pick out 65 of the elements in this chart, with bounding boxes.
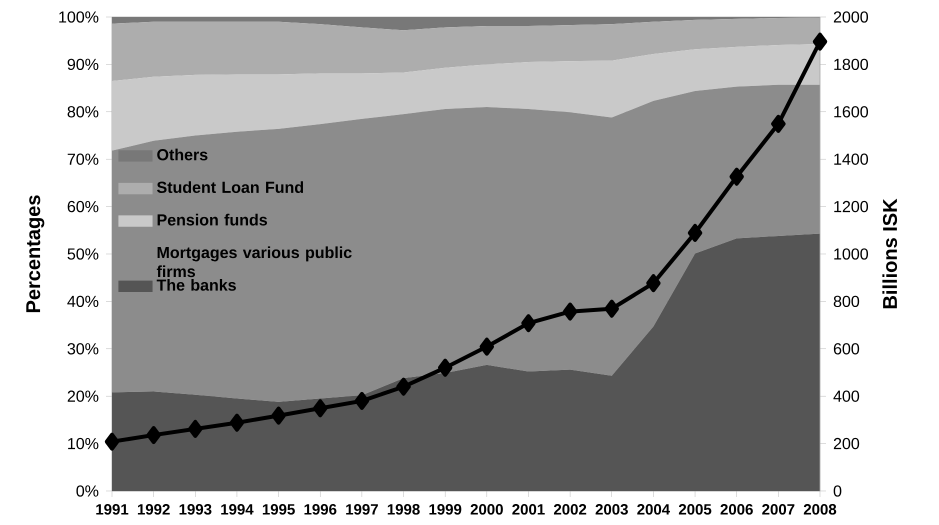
y-tick-label: 80%	[68, 106, 98, 118]
point	[521, 314, 536, 332]
point	[646, 274, 661, 292]
y-tick-label: 100%	[59, 11, 98, 23]
legend-label: Pension funds	[158, 214, 268, 226]
x-tick-label: 1993	[180, 504, 212, 515]
x-tick-label: 2004	[637, 504, 670, 515]
y2-tick-label: 1800	[834, 58, 868, 70]
legend-label: The banks	[156, 278, 236, 291]
x-tick-label: 2006	[720, 504, 753, 515]
x-tick-label: 1999	[429, 504, 462, 515]
point	[188, 420, 203, 438]
y-tick-label: 10%	[68, 438, 98, 450]
x-tick-label: 2005	[678, 504, 712, 515]
series-label: Mortgages various public firms	[156, 246, 352, 278]
y2-axis-title: Billions ISK	[882, 198, 898, 308]
y2-tick-label: 2000	[834, 11, 868, 23]
y-tick-label: 70%	[68, 154, 98, 165]
point	[729, 168, 744, 186]
x-tick-label: 2008	[804, 504, 836, 515]
y2-tick-label: 1600	[834, 106, 868, 118]
x-tick-label: 1995	[262, 504, 295, 515]
y2-tick-label: 1200	[834, 200, 868, 212]
point	[688, 224, 702, 242]
y2-tick-label: 1400	[834, 154, 868, 165]
point	[271, 406, 286, 425]
y-tick-label: 40%	[67, 296, 98, 308]
y-tick-label: 60%	[68, 200, 98, 212]
y-tick-label: 30%	[68, 343, 98, 354]
x-tick-label: 2000	[470, 504, 503, 515]
y-tick-label: 50%	[68, 248, 98, 260]
point	[438, 358, 452, 377]
y2-tick-label: 200	[834, 438, 860, 450]
x-tick-label: 1998	[388, 504, 420, 515]
x-tick-label: 2002	[554, 504, 586, 515]
y-tick-label: 20%	[68, 390, 98, 402]
point	[396, 378, 411, 396]
y2-tick-label: 0	[834, 485, 842, 497]
y2-tick-label: 1000	[834, 248, 868, 260]
point	[230, 414, 244, 432]
x-tick-label: 2003	[596, 504, 628, 515]
y2-tick-label: 600	[834, 343, 860, 354]
point	[312, 399, 328, 418]
x-tick-label: 2001	[512, 504, 545, 515]
y2-tick-label: 400	[833, 390, 860, 402]
x-tick-label: 1994	[221, 504, 254, 515]
point	[354, 392, 370, 410]
y-axis-title: Percentages	[26, 195, 44, 312]
x-tick-label: 1996	[304, 504, 336, 515]
point	[771, 114, 786, 133]
y-tick-label: 0%	[76, 485, 98, 497]
y2-tick-label: 800	[834, 296, 860, 308]
point	[480, 338, 494, 356]
point	[812, 32, 828, 51]
x-tick-label: 2007	[762, 504, 794, 515]
x-tick-label: 1997	[346, 504, 378, 515]
point	[104, 432, 120, 451]
point	[604, 300, 620, 318]
legend-label: Others	[157, 148, 208, 160]
point	[562, 302, 578, 321]
x-tick-label: 1991	[96, 504, 128, 515]
y-tick-label: 90%	[68, 58, 98, 70]
legend-label: Student Loan Fund	[157, 181, 304, 193]
point	[146, 426, 161, 444]
x-tick-label: 1992	[138, 504, 170, 515]
